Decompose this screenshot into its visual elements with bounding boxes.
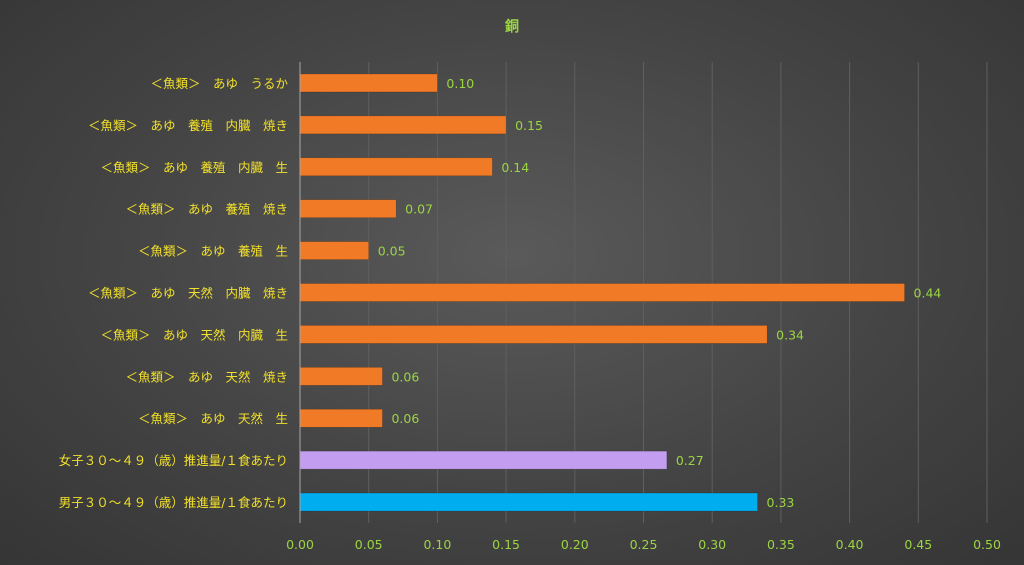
category-label: ＜魚類＞ あゆ 天然 焼き [125, 369, 288, 384]
bars [299, 73, 905, 512]
x-tick-label: 0.40 [836, 537, 864, 552]
category-label: ＜魚類＞ あゆ うるか [150, 76, 288, 91]
bar [299, 325, 768, 344]
x-tick-label: 0.45 [904, 537, 932, 552]
category-label: ＜魚類＞ あゆ 養殖 焼き [125, 202, 288, 217]
category-label: ＜魚類＞ あゆ 養殖 内臓 焼き [88, 118, 288, 133]
category-labels: ＜魚類＞ あゆ うるか ＜魚類＞ あゆ 養殖 内臓 焼き ＜魚類＞ あゆ 養殖 内臓… [59, 76, 289, 510]
x-tick-label: 0.15 [492, 537, 520, 552]
category-label: 女子３０～４９（歳）推進量/１食あたり [59, 453, 288, 468]
data-label: 0.05 [378, 244, 406, 259]
data-label: 0.27 [676, 453, 704, 468]
bar [299, 367, 383, 386]
x-tick-label: 0.30 [698, 537, 726, 552]
chart-title: 銅 [505, 18, 519, 35]
data-label: 0.07 [405, 202, 433, 217]
category-label: ＜魚類＞ あゆ 養殖 内臓 生 [100, 160, 288, 175]
x-tick-label: 0.20 [561, 537, 589, 552]
bar [299, 283, 905, 302]
category-label: ＜魚類＞ あゆ 天然 内臓 生 [100, 327, 288, 342]
data-label: 0.06 [391, 369, 419, 384]
data-label: 0.44 [914, 286, 942, 301]
data-labels: 0.10 0.15 0.14 0.07 0.05 0.44 0.34 0.06 0.06 0.27… [378, 76, 942, 510]
x-axis-tick-labels: 0.00 0.05 0.10 0.15 0.20 0.25 0.30 0.35 0.40 0.45… [286, 537, 1001, 552]
bar [299, 408, 383, 428]
bar [299, 241, 369, 260]
bar [299, 199, 397, 218]
bar [299, 450, 668, 470]
data-label: 0.33 [767, 495, 795, 510]
x-tick-label: 0.10 [423, 537, 451, 552]
category-label: 男子３０～４９（歳）推進量/１食あたり [59, 495, 288, 510]
bar [299, 115, 507, 135]
bar [299, 492, 758, 512]
x-tick-label: 0.35 [767, 537, 795, 552]
data-label: 0.10 [446, 76, 474, 91]
x-tick-label: 0.25 [630, 537, 658, 552]
data-label: 0.15 [515, 118, 543, 133]
category-label: ＜魚類＞ あゆ 天然 内臓 焼き [88, 286, 288, 301]
data-label: 0.06 [391, 411, 419, 426]
x-tick-label: 0.00 [286, 537, 314, 552]
data-label: 0.34 [776, 327, 804, 342]
category-label: ＜魚類＞ あゆ 養殖 生 [138, 244, 288, 259]
bar [299, 73, 438, 93]
x-tick-label: 0.50 [973, 537, 1001, 552]
data-label: 0.14 [501, 160, 529, 175]
x-tick-label: 0.05 [355, 537, 383, 552]
category-label: ＜魚類＞ あゆ 天然 生 [138, 411, 288, 426]
bar [299, 157, 493, 177]
